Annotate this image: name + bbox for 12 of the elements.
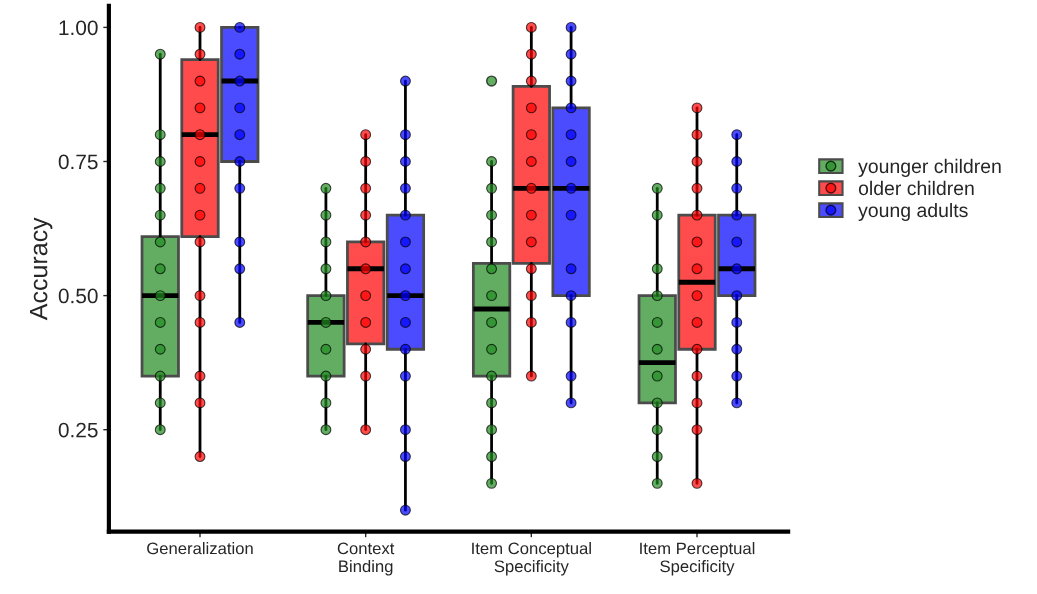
x-tick-label: Generalization: [147, 542, 253, 555]
y-tick-label: 0.50: [58, 288, 98, 304]
y-tick-label: 0.75: [58, 154, 98, 170]
y-tick-label: 1.00: [59, 20, 98, 36]
legend-label: young adults: [858, 202, 968, 222]
x-tick-label: Item Conceptual Specificity: [472, 542, 591, 576]
x-tick-label: Context Binding: [337, 542, 395, 576]
legend-label: older children: [858, 180, 974, 196]
x-tick-label: Item Perceptual Specificity: [640, 542, 755, 576]
y-tick-label: 0.25: [58, 422, 98, 438]
y-axis-title: Accuracy: [29, 217, 53, 321]
legend-label: younger children: [858, 158, 1001, 177]
